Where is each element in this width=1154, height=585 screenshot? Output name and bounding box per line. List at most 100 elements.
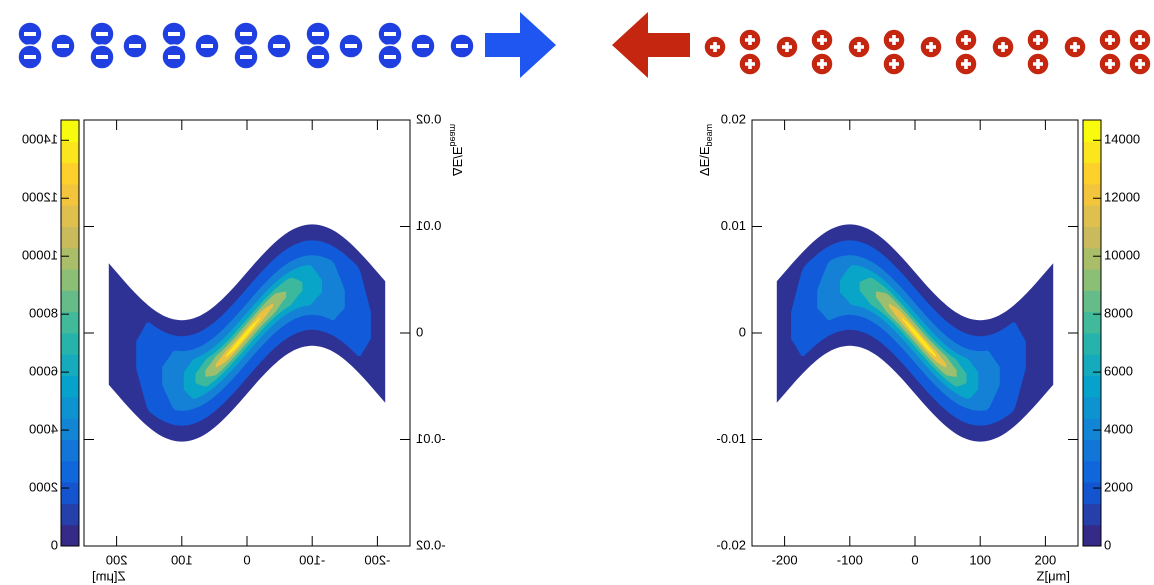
- plus-sign: [1036, 35, 1040, 45]
- minus-sign: [129, 44, 141, 48]
- plus-sign: [748, 59, 752, 69]
- plus-sign: [1138, 59, 1142, 69]
- minus-sign: [345, 44, 357, 48]
- plus-sign: [1001, 42, 1005, 52]
- density-layer: [226, 317, 260, 358]
- y-tick-label: 0: [416, 324, 423, 339]
- minus-sign: [96, 55, 108, 59]
- colorbar-frame: [60, 119, 80, 547]
- colorbar-band: [1083, 503, 1101, 526]
- z-tick-label: 12000: [22, 190, 58, 205]
- plus-sign: [820, 35, 824, 45]
- colorbar-frame: [1082, 119, 1102, 547]
- colorbar-band: [61, 205, 79, 227]
- colorbar-band: [61, 460, 79, 483]
- y-axis-label: ΔE/Ebeam: [697, 124, 714, 176]
- density-layer: [902, 317, 936, 358]
- y-tick-label: 0.01: [721, 218, 746, 233]
- minus-sign: [312, 32, 324, 36]
- minus-sign: [24, 55, 36, 59]
- x-axis-label: Z[μm]: [1037, 568, 1070, 583]
- minus-sign: [417, 44, 429, 48]
- colorbar-band: [1083, 333, 1101, 355]
- y-tick-label: -0.01: [416, 431, 446, 446]
- minus-sign: [201, 44, 213, 48]
- plot-panel: -200 -100 0 100 200 -0.02 -0.01 0 0.01 0.02 0 2000 4…: [697, 111, 1140, 583]
- y-tick-label: -0.02: [716, 537, 746, 552]
- colorbar-band: [61, 503, 79, 526]
- y-tick-label: -0.01: [716, 431, 746, 446]
- z-tick-label: 14000: [1104, 132, 1140, 147]
- plus-sign: [785, 42, 789, 52]
- z-tick-label: 6000: [1104, 364, 1133, 379]
- colorbar-band: [1083, 460, 1101, 483]
- y-tick-label: 0: [739, 324, 746, 339]
- x-tick-label: -200: [772, 552, 798, 567]
- colorbar-band: [61, 375, 79, 398]
- minus-sign: [384, 55, 396, 59]
- z-tick-label: 8000: [29, 306, 58, 321]
- x-tick-label: 100: [969, 552, 991, 567]
- minus-sign: [57, 44, 69, 48]
- colorbar-band: [1083, 524, 1101, 547]
- colorbar-band: [1083, 439, 1101, 462]
- y-axis-label: ΔE/Ebeam: [448, 124, 465, 176]
- minus-sign: [24, 32, 36, 36]
- y-axis-label-subscript: beam: [448, 124, 458, 147]
- x-axis-label: Z[μm]: [92, 568, 125, 583]
- z-tick-label: 0: [1104, 537, 1111, 552]
- minus-sign: [168, 55, 180, 59]
- colorbar-band: [61, 418, 79, 440]
- z-tick-label: 14000: [22, 132, 58, 147]
- plus-sign: [964, 59, 968, 69]
- colorbar-band: [61, 311, 79, 334]
- plot-panel: -200 -100 0 100 200 -0.02 -0.01 0 0.01 0.02 0 2000 4…: [22, 111, 465, 583]
- colorbar-band: [1083, 375, 1101, 398]
- minus-sign: [240, 32, 252, 36]
- colorbar-band: [1083, 482, 1101, 504]
- minus-sign: [168, 32, 180, 36]
- x-tick-label: 200: [106, 552, 128, 567]
- colorbar-band: [1083, 269, 1101, 291]
- plus-sign: [1138, 35, 1142, 45]
- colorbar-band: [1083, 226, 1101, 249]
- colorbar-band: [1083, 354, 1101, 377]
- colorbar-band: [1083, 290, 1101, 313]
- y-tick-label: 0.02: [416, 111, 441, 126]
- minus-sign: [456, 44, 468, 48]
- colorbar-band: [1083, 418, 1101, 440]
- y-axis-label-main: ΔE/E: [697, 146, 712, 176]
- x-tick-label: 0: [243, 552, 250, 567]
- colorbar-band: [61, 269, 79, 291]
- z-tick-label: 0: [51, 537, 58, 552]
- arrow-left: [612, 12, 690, 78]
- minus-sign: [312, 55, 324, 59]
- colorbar-band: [61, 247, 79, 270]
- z-tick-label: 2000: [1104, 479, 1133, 494]
- colorbar-band: [61, 162, 79, 185]
- z-tick-label: 10000: [1104, 248, 1140, 263]
- colorbar-band: [1083, 120, 1101, 142]
- minus-sign: [240, 55, 252, 59]
- colorbar-band: [1083, 141, 1101, 164]
- plus-sign: [1108, 35, 1112, 45]
- arrow-right: [485, 12, 556, 78]
- plus-sign: [748, 35, 752, 45]
- z-tick-label: 10000: [22, 248, 58, 263]
- colorbar-band: [1083, 162, 1101, 185]
- colorbar-band: [61, 290, 79, 313]
- plus-sign: [892, 59, 896, 69]
- colorbar-band: [1083, 205, 1101, 227]
- colorbar-band: [61, 396, 79, 419]
- minus-sign: [273, 44, 285, 48]
- plus-sign: [1073, 42, 1077, 52]
- y-tick-label: -0.02: [416, 537, 446, 552]
- colorbar-band: [61, 141, 79, 164]
- colorbar-band: [1083, 183, 1101, 206]
- z-tick-label: 2000: [29, 479, 58, 494]
- x-tick-label: 100: [171, 552, 193, 567]
- plus-sign: [892, 35, 896, 45]
- x-tick-label: 200: [1035, 552, 1057, 567]
- colorbar-band: [1083, 311, 1101, 334]
